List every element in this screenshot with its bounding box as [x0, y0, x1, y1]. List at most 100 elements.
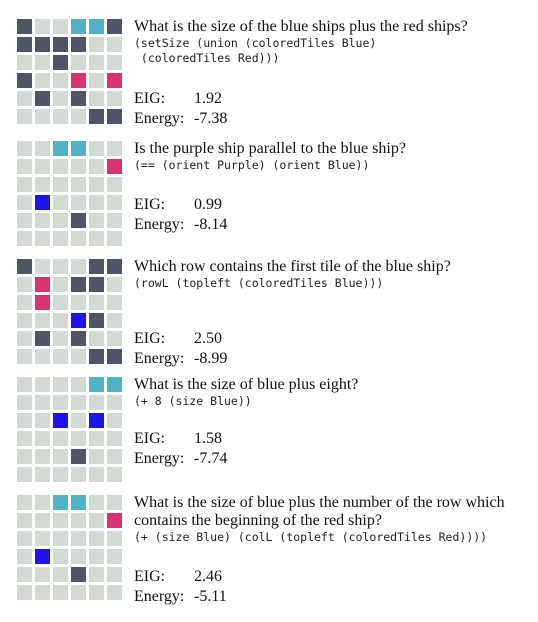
empty-tile	[52, 158, 69, 175]
ship-tile	[88, 258, 105, 275]
program-code: (setSize (union (coloredTiles Blue) (col…	[134, 36, 377, 65]
empty-tile	[34, 258, 51, 275]
empty-tile	[16, 312, 33, 329]
eig-value: 2.46	[194, 568, 222, 585]
empty-tile	[88, 530, 105, 547]
blue-ship-tile	[106, 376, 123, 393]
empty-tile	[70, 584, 87, 601]
ship-tile	[106, 108, 123, 125]
empty-tile	[52, 512, 69, 529]
ship-tile	[34, 36, 51, 53]
red-ship-tile	[106, 72, 123, 89]
empty-tile	[34, 494, 51, 511]
empty-tile	[106, 412, 123, 429]
eig-label: EIG:	[134, 90, 166, 107]
empty-tile	[88, 494, 105, 511]
eig-label: EIG:	[134, 568, 166, 585]
empty-tile	[88, 158, 105, 175]
empty-tile	[88, 54, 105, 71]
empty-tile	[16, 530, 33, 547]
red-ship-tile	[70, 72, 87, 89]
empty-tile	[106, 54, 123, 71]
eig-label: EIG:	[134, 430, 166, 447]
empty-tile	[70, 176, 87, 193]
example-text: What is the size of blue plus eight? (+ 8…	[134, 376, 534, 467]
empty-tile	[88, 566, 105, 583]
empty-tile	[88, 194, 105, 211]
empty-tile	[106, 230, 123, 247]
empty-tile	[88, 466, 105, 483]
empty-tile	[16, 230, 33, 247]
energy-label: Energy:	[134, 216, 185, 233]
empty-tile	[52, 194, 69, 211]
ship-tile	[16, 36, 33, 53]
ship-tile	[88, 348, 105, 365]
eig-line: EIG: 0.99	[134, 196, 222, 214]
empty-tile	[70, 294, 87, 311]
empty-tile	[34, 54, 51, 71]
empty-tile	[34, 18, 51, 35]
empty-tile	[70, 158, 87, 175]
empty-tile	[52, 108, 69, 125]
empty-tile	[106, 530, 123, 547]
empty-tile	[34, 376, 51, 393]
battleship-board	[16, 140, 126, 250]
ship-tile	[70, 90, 87, 107]
battleship-board	[16, 258, 126, 368]
ship-tile	[70, 330, 87, 347]
empty-tile	[70, 54, 87, 71]
eig-value: 0.99	[194, 196, 222, 213]
blue-ship-tile	[70, 140, 87, 157]
empty-tile	[106, 466, 123, 483]
eig-line: EIG: 2.50	[134, 330, 222, 348]
blue-ship-tile	[52, 494, 69, 511]
empty-tile	[16, 348, 33, 365]
empty-tile	[16, 90, 33, 107]
empty-tile	[16, 494, 33, 511]
empty-tile	[52, 230, 69, 247]
empty-tile	[106, 276, 123, 293]
energy-value: -8.14	[194, 216, 228, 233]
empty-tile	[52, 72, 69, 89]
empty-tile	[34, 212, 51, 229]
question-text: Is the purple ship parallel to the blue …	[134, 140, 406, 157]
empty-tile	[70, 394, 87, 411]
empty-tile	[16, 466, 33, 483]
empty-tile	[88, 448, 105, 465]
program-code: (+ 8 (size Blue))	[134, 394, 252, 408]
empty-tile	[106, 294, 123, 311]
ship-tile	[16, 72, 33, 89]
empty-tile	[34, 230, 51, 247]
empty-tile	[34, 348, 51, 365]
empty-tile	[34, 412, 51, 429]
red-ship-tile	[34, 294, 51, 311]
empty-tile	[88, 394, 105, 411]
energy-line: Energy: -5.11	[134, 588, 227, 606]
empty-tile	[34, 394, 51, 411]
program-code: (+ (size Blue) (colL (topleft (coloredTi…	[134, 530, 488, 544]
purple-ship-tile	[34, 548, 51, 565]
eig-label: EIG:	[134, 330, 166, 347]
empty-tile	[16, 108, 33, 125]
empty-tile	[88, 176, 105, 193]
empty-tile	[52, 466, 69, 483]
energy-label: Energy:	[134, 110, 185, 127]
empty-tile	[106, 312, 123, 329]
empty-tile	[16, 584, 33, 601]
empty-tile	[88, 212, 105, 229]
empty-tile	[16, 140, 33, 157]
question-text: What is the size of blue plus eight?	[134, 376, 359, 393]
empty-tile	[52, 348, 69, 365]
empty-tile	[88, 90, 105, 107]
ship-tile	[106, 258, 123, 275]
example-text: What is the size of the blue ships plus …	[134, 18, 534, 127]
empty-tile	[34, 466, 51, 483]
ship-tile	[52, 54, 69, 71]
empty-tile	[106, 448, 123, 465]
empty-tile	[70, 530, 87, 547]
empty-tile	[106, 330, 123, 347]
empty-tile	[16, 176, 33, 193]
empty-tile	[16, 448, 33, 465]
ship-tile	[70, 566, 87, 583]
empty-tile	[16, 212, 33, 229]
